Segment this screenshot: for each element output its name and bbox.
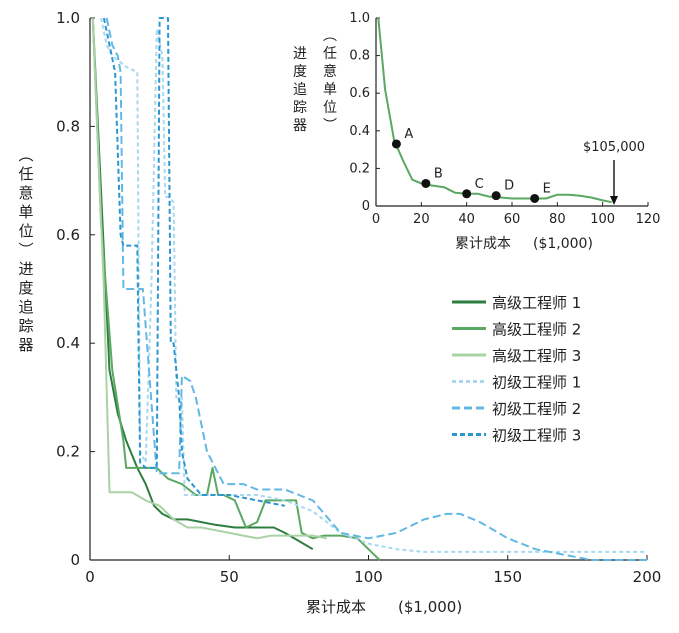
legend-label-3: 高级工程师 3	[492, 347, 581, 365]
inset-x-tick-label: 40	[458, 212, 475, 227]
main-y-tick-label: 1.0	[56, 9, 80, 27]
annotation-arrow-head	[610, 196, 618, 205]
main-y-tick-label: 0.8	[56, 117, 80, 135]
main-y-tick-label: 0.2	[56, 443, 80, 461]
legend-label-2: 高级工程师 2	[492, 321, 581, 339]
inset-x-tick-label: 120	[636, 212, 661, 227]
series-line-5	[105, 17, 647, 561]
main-y-tick-label: 0	[70, 551, 80, 569]
legend-label-5: 初级工程师 2	[492, 400, 581, 418]
main-x-tick-label: 150	[493, 568, 522, 586]
legend-label-6: 初级工程师 3	[492, 427, 581, 445]
inset-y-tick-label: 1.0	[349, 11, 370, 26]
inset-y-tick-label: 0	[362, 199, 370, 214]
main-y-tick-label: 0.6	[56, 226, 80, 244]
series-line-1	[91, 17, 314, 551]
milestone-label-C: C	[475, 177, 484, 192]
inset-y-tick-label: 0.8	[349, 49, 370, 64]
milestone-point-E	[530, 193, 540, 203]
inset-y-axis-title: 进度追踪器︵任意单位︶	[293, 28, 337, 134]
main-x-tick-label: 100	[354, 568, 383, 586]
main-x-tick-label: 200	[633, 568, 662, 586]
legend: 高级工程师 1 高级工程师 2 高级工程师 3 初级工程师 1 初级工程师 2 初级工程师…	[452, 294, 581, 445]
milestone-label-B: B	[434, 166, 443, 181]
main-x-tick-label: 50	[220, 568, 239, 586]
inset-x-axis-unit: ($1,000)	[533, 236, 593, 252]
milestone-point-A	[391, 139, 401, 149]
inset-plot-area: 0 0.2 0.4 0.6 0.8 1.0 0 20 40 60 80 100 120 A B C D E $105…	[349, 11, 660, 227]
milestone-label-E: E	[543, 181, 551, 196]
main-x-tick-label: 0	[85, 568, 95, 586]
series-line-3	[91, 17, 327, 540]
series-line-6	[102, 17, 286, 507]
main-x-axis-title: 累计成本	[306, 598, 366, 616]
main-y-tick-label: 0.4	[56, 334, 80, 352]
milestone-point-C	[462, 189, 472, 199]
inset-x-axis-title: 累计成本	[455, 236, 511, 252]
annotation-label: $105,000	[583, 140, 645, 155]
legend-label-1: 高级工程师 1	[492, 294, 581, 312]
legend-label-4: 初级工程师 1	[492, 374, 581, 392]
milestone-point-B	[421, 178, 431, 188]
inset-y-tick-label: 0.4	[349, 124, 370, 139]
inset-x-tick-label: 0	[372, 212, 380, 227]
main-plot-area: 00.20.40.60.81.00 50 100 150 200	[56, 9, 661, 586]
inset-y-tick-label: 0.2	[349, 161, 370, 176]
main-x-axis-unit: ($1,000)	[398, 598, 462, 616]
inset-x-tick-label: 80	[549, 212, 566, 227]
inset-x-tick-label: 20	[413, 212, 430, 227]
main-y-axis-title: ︵任意单位︶进度追踪器	[18, 146, 33, 354]
inset-x-tick-label: 100	[590, 212, 615, 227]
milestone-point-D	[491, 191, 501, 201]
milestone-label-D: D	[504, 179, 514, 194]
inset-x-tick-label: 60	[504, 212, 521, 227]
series-line-4	[100, 17, 647, 553]
inset-y-tick-label: 0.6	[349, 86, 370, 101]
milestone-label-A: A	[404, 127, 413, 142]
inset-series-line	[377, 17, 612, 204]
